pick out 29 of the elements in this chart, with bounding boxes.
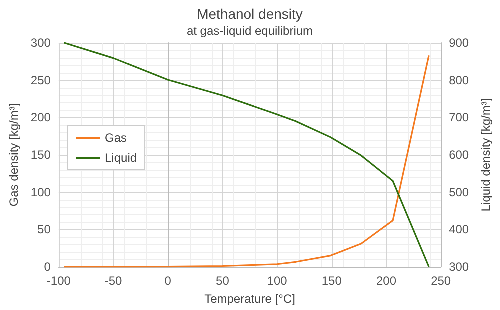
y2-tick-label: 800: [449, 73, 470, 88]
y-tick-label: 50: [38, 222, 52, 237]
y-tick-label: 250: [30, 73, 52, 88]
x-axis-title: Temperature [°C]: [204, 292, 296, 306]
y-tick-label: 0: [44, 260, 52, 274]
y-tick-label: 300: [30, 36, 52, 50]
x-tick-label: 150: [322, 274, 342, 288]
y2-axis-title: Liquid density [kg/m³]: [479, 98, 493, 212]
y2-tick-label: 900: [449, 36, 470, 50]
y2-tick-label: 700: [449, 110, 470, 125]
y-axis-title: Gas density [kg/m³]: [7, 103, 21, 207]
y-tick-label: 100: [30, 185, 52, 200]
x-tick-label: 250: [431, 274, 452, 288]
y-tick-label: 200: [30, 110, 52, 125]
y-tick-label: 150: [30, 148, 52, 162]
x-tick-label: 100: [267, 274, 288, 288]
y2-tick-label: 500: [449, 185, 470, 200]
x-tick-label: 50: [216, 274, 230, 288]
x-tick-label: 0: [164, 274, 172, 288]
x-tick-label: 200: [376, 274, 397, 288]
x-tick-label: -50: [104, 274, 123, 288]
y2-tick-label: 400: [449, 222, 470, 237]
legend-label: Liquid: [105, 151, 138, 165]
legend-label: Gas: [105, 131, 128, 145]
y2-tick-label: 300: [449, 260, 470, 274]
chart-subtitle: at gas-liquid equilibrium: [186, 24, 314, 38]
chart-title: Methanol density: [197, 6, 303, 22]
y2-tick-label: 600: [449, 148, 470, 162]
x-tick-label: -100: [46, 274, 72, 288]
